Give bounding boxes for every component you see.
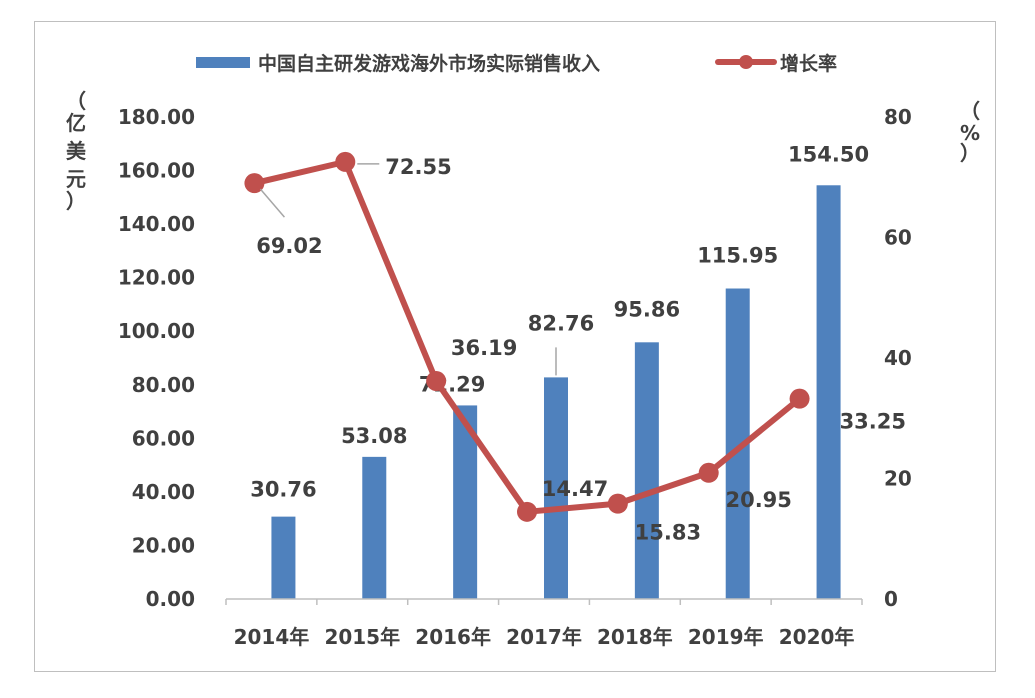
line-labels: 69.02 72.55 36.19 14.47 15.83 20.95 33.25 bbox=[256, 155, 906, 545]
y-right-title: （ % ） bbox=[960, 99, 980, 165]
bar-value-label: 154.50 bbox=[788, 142, 869, 166]
y-left-tick-label: 180.00 bbox=[118, 105, 195, 129]
growth-rate-marker bbox=[517, 501, 537, 522]
growth-rate-line bbox=[251, 158, 803, 515]
x-tick-label: 2014年 bbox=[234, 625, 310, 649]
y-right-title-char: % bbox=[960, 121, 980, 145]
y-right-title-char: （ bbox=[960, 99, 980, 123]
x-axis: 2014年 2015年 2016年 2017年 2018年 2019年 2020年 bbox=[225, 598, 863, 649]
y-left-tick-label: 120.00 bbox=[118, 266, 195, 290]
growth-rate-label: 14.47 bbox=[542, 477, 608, 501]
y-left-ticks: 0.00 20.00 40.00 60.00 80.00 100.00 120.00 140.… bbox=[118, 105, 195, 611]
growth-rate-marker bbox=[789, 388, 810, 409]
legend-bar-swatch bbox=[196, 57, 250, 68]
legend: 中国自主研发游戏海外市场实际销售收入 增长率 bbox=[196, 52, 837, 75]
bar bbox=[362, 456, 387, 599]
growth-rate-label: 33.25 bbox=[840, 410, 906, 434]
growth-rate-label: 36.19 bbox=[451, 336, 517, 360]
x-tick-label: 2018年 bbox=[597, 625, 673, 649]
x-tick-label: 2017年 bbox=[506, 625, 582, 649]
bar-value-label: 30.76 bbox=[250, 478, 316, 502]
growth-rate-marker bbox=[244, 173, 265, 194]
growth-rate-label: 72.55 bbox=[385, 155, 451, 179]
line-series bbox=[244, 151, 810, 522]
y-left-tick-label: 160.00 bbox=[118, 159, 195, 183]
y-left-title-char: 元 bbox=[66, 167, 86, 191]
bar bbox=[816, 185, 841, 600]
y-left-title-char: （ bbox=[66, 89, 86, 113]
bar bbox=[544, 377, 568, 599]
legend-bar-label: 中国自主研发游戏海外市场实际销售收入 bbox=[258, 52, 600, 75]
y-left-title-char: 美 bbox=[66, 139, 87, 163]
x-tick-label: 2016年 bbox=[415, 625, 491, 649]
growth-rate-marker bbox=[426, 370, 447, 391]
bar-value-label: 95.86 bbox=[614, 297, 680, 321]
growth-rate-label: 69.02 bbox=[256, 234, 322, 258]
y-left-title-char: 亿 bbox=[66, 111, 86, 135]
y-left-title-char: ） bbox=[66, 189, 86, 213]
y-left-tick-label: 20.00 bbox=[132, 533, 195, 557]
y-left-tick-label: 60.00 bbox=[132, 426, 195, 450]
legend-line-label: 增长率 bbox=[780, 52, 837, 75]
growth-rate-marker bbox=[335, 151, 356, 172]
y-right-tick-label: 0 bbox=[884, 587, 898, 611]
bar-value-label: 115.95 bbox=[697, 244, 778, 268]
y-left-tick-label: 80.00 bbox=[132, 373, 195, 397]
y-right-tick-label: 40 bbox=[884, 346, 912, 370]
x-tick-label: 2020年 bbox=[779, 625, 855, 649]
growth-rate-marker bbox=[607, 493, 628, 514]
y-left-tick-label: 40.00 bbox=[132, 480, 195, 504]
bar bbox=[634, 342, 659, 599]
y-right-tick-label: 60 bbox=[884, 226, 912, 250]
y-right-tick-label: 20 bbox=[884, 467, 912, 491]
y-left-tick-label: 140.00 bbox=[118, 212, 195, 236]
bar-value-label: 82.76 bbox=[528, 311, 594, 335]
growth-rate-label: 20.95 bbox=[725, 488, 791, 512]
x-tick-label: 2019年 bbox=[688, 625, 764, 649]
x-tick-label: 2015年 bbox=[324, 625, 400, 649]
y-right-title-char: ） bbox=[960, 141, 980, 165]
y-right-ticks: 0 20 40 60 80 bbox=[884, 105, 912, 611]
line-label-leader-line bbox=[259, 188, 285, 218]
growth-rate-marker bbox=[698, 462, 719, 483]
y-left-tick-label: 100.00 bbox=[118, 319, 195, 343]
legend-line-marker bbox=[739, 55, 753, 69]
y-left-tick-label: 0.00 bbox=[146, 587, 195, 611]
growth-rate-label: 15.83 bbox=[635, 521, 701, 545]
bar-value-label: 53.08 bbox=[341, 424, 407, 448]
bar bbox=[271, 516, 296, 599]
y-left-title: （ 亿 美 元 ） bbox=[66, 89, 87, 213]
y-right-tick-label: 80 bbox=[884, 105, 912, 129]
